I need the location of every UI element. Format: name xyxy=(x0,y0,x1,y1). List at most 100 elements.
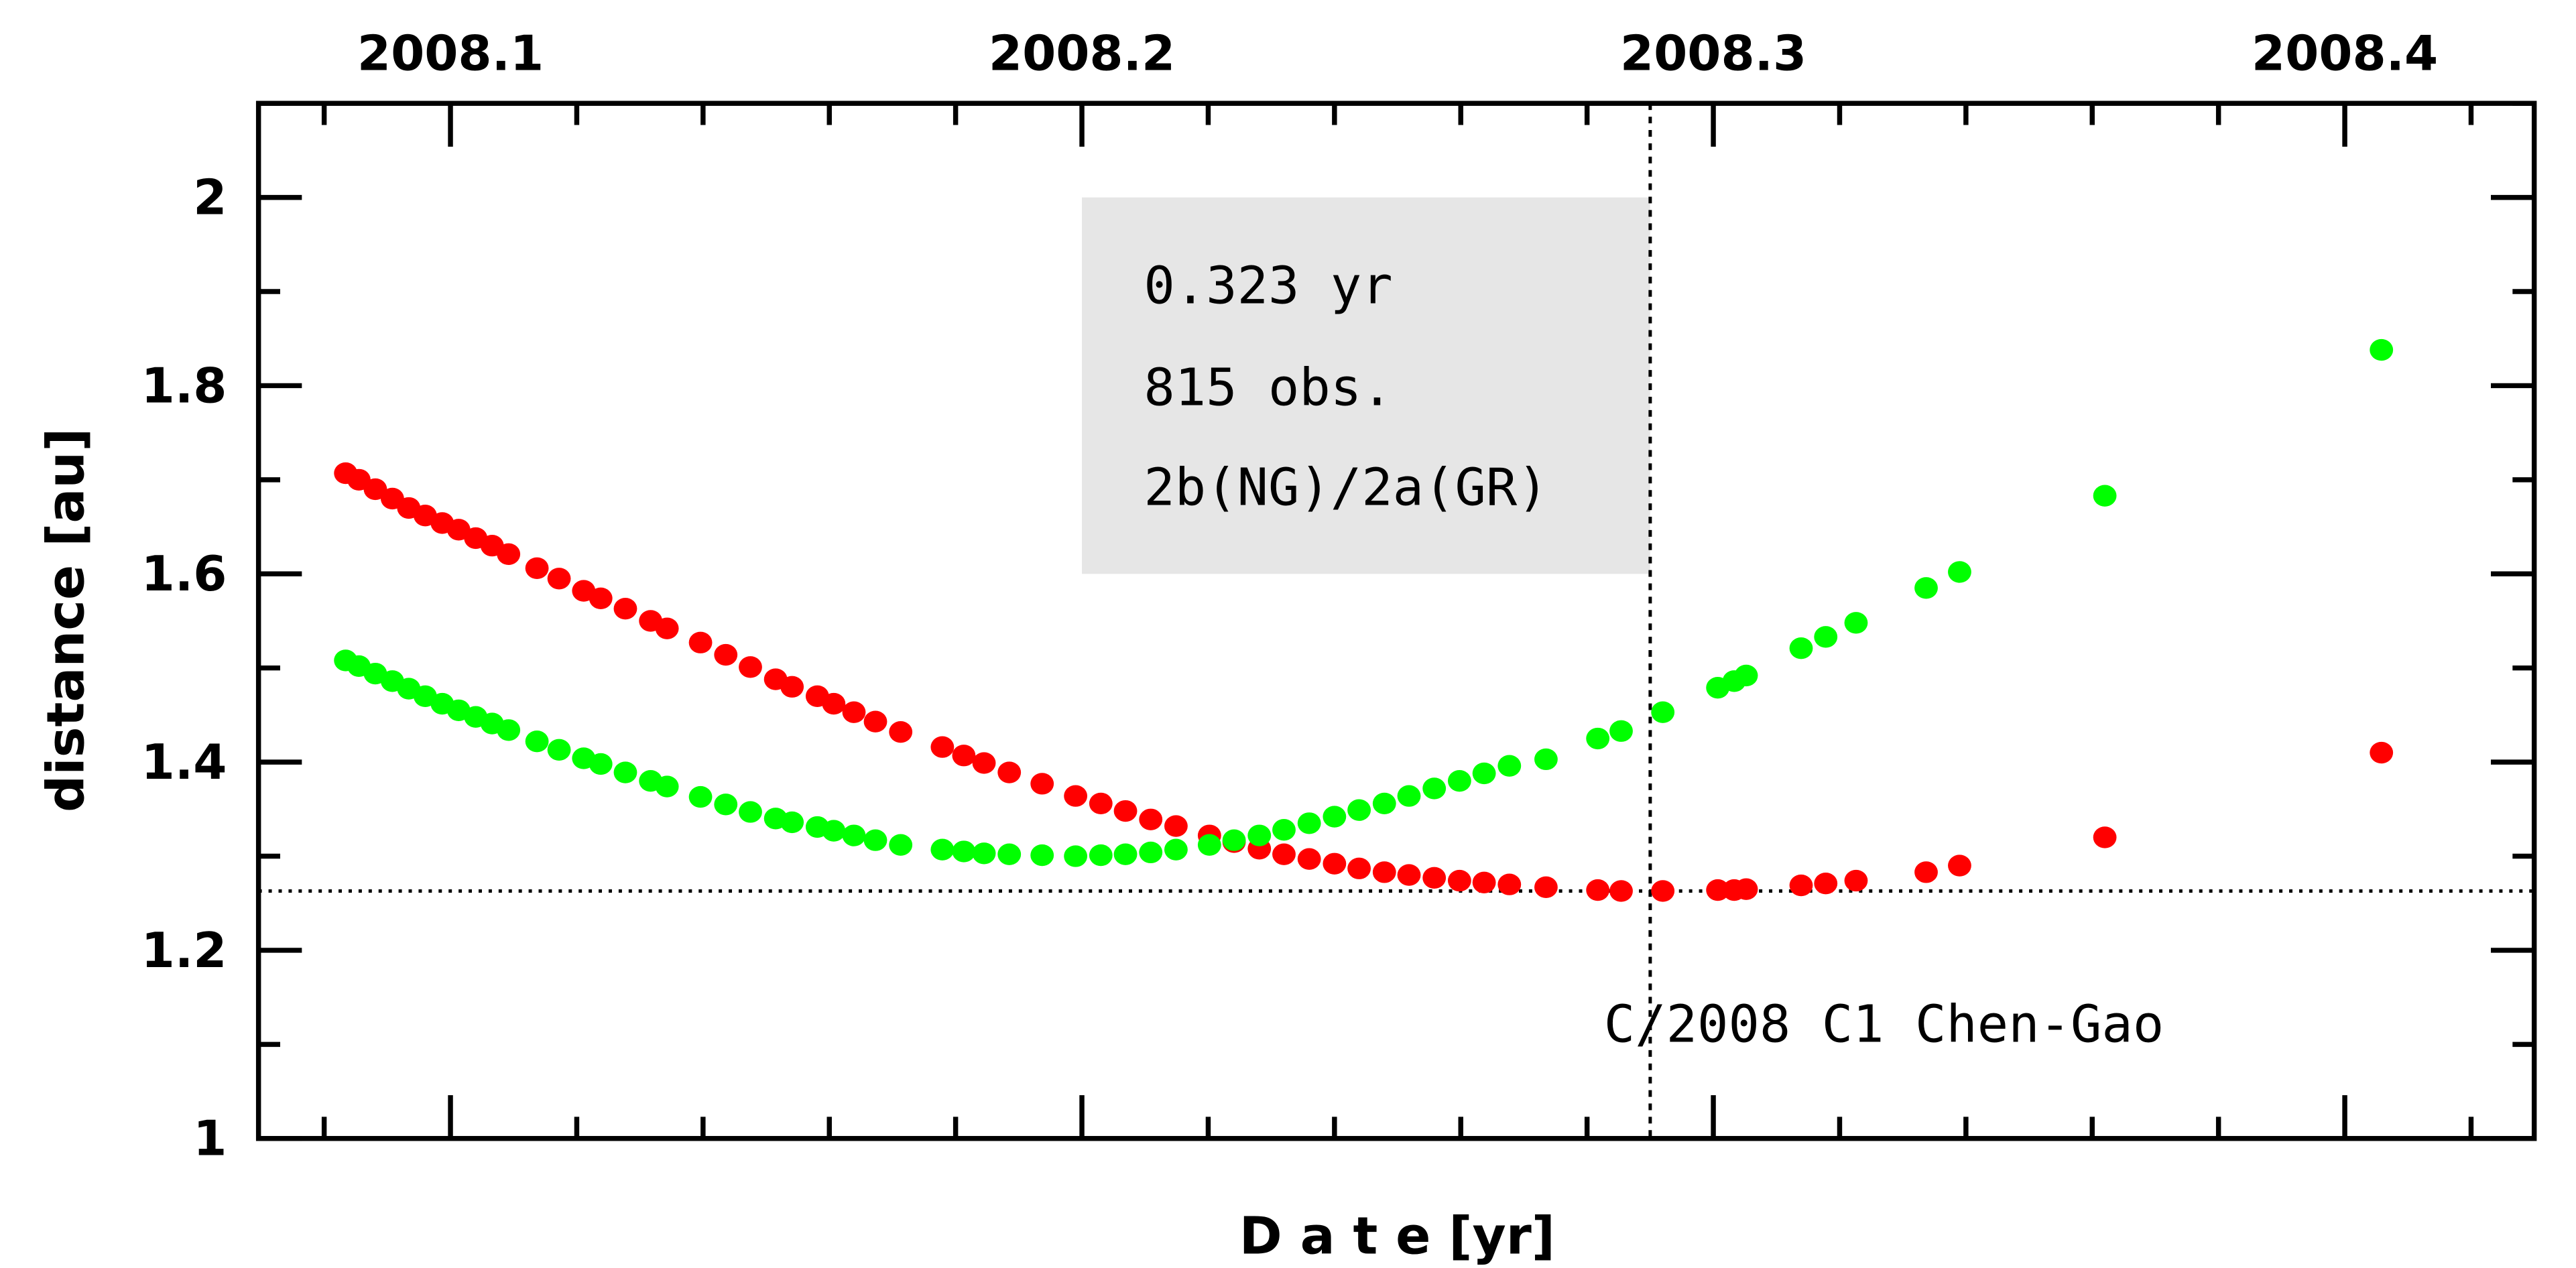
red-data-point xyxy=(497,543,521,565)
red-data-point xyxy=(889,720,913,743)
y-tick-label: 1.6 xyxy=(141,546,227,603)
green-data-point xyxy=(525,731,549,753)
red-data-point xyxy=(1497,873,1522,895)
red-data-point xyxy=(1814,873,1838,895)
green-data-point xyxy=(1089,844,1113,867)
green-data-point xyxy=(1844,612,1868,634)
red-data-point xyxy=(1089,792,1113,815)
red-data-point xyxy=(1706,879,1730,901)
green-data-point xyxy=(1948,561,1971,583)
green-data-point xyxy=(889,834,913,856)
red-data-point xyxy=(446,519,471,541)
red-data-point xyxy=(1272,843,1296,865)
green-data-point xyxy=(1272,819,1296,841)
red-data-point xyxy=(1586,879,1610,901)
green-data-point xyxy=(930,838,955,861)
red-data-point xyxy=(1534,876,1558,899)
green-data-point xyxy=(1347,799,1371,821)
red-data-point xyxy=(952,745,976,767)
green-data-point xyxy=(688,785,713,808)
red-data-point xyxy=(1064,785,1088,807)
red-data-point xyxy=(1347,857,1371,879)
data-points xyxy=(334,338,2394,902)
x-tick-label: 2008.3 xyxy=(1620,25,1806,82)
red-data-point xyxy=(2093,826,2117,848)
green-data-point xyxy=(497,719,521,741)
green-data-point xyxy=(1247,824,1272,846)
red-data-point xyxy=(972,752,996,774)
red-data-point xyxy=(1789,874,1813,897)
red-data-point xyxy=(739,656,762,678)
green-data-point xyxy=(714,794,738,816)
green-data-point xyxy=(1609,720,1633,742)
green-data-point xyxy=(1534,748,1558,771)
red-data-point xyxy=(1323,852,1347,875)
red-data-point xyxy=(1447,869,1471,892)
green-data-point xyxy=(1472,762,1496,785)
red-data-point xyxy=(997,761,1022,783)
green-data-point xyxy=(972,842,996,865)
green-data-point xyxy=(2370,338,2394,361)
annotation-box xyxy=(1082,197,1650,574)
red-data-point xyxy=(1734,878,1758,900)
annotation-line-3: 2b(NG)/2a(GR) xyxy=(1144,458,1548,518)
green-data-point xyxy=(613,761,637,783)
red-data-point xyxy=(1397,864,1421,886)
annotation-line-1: 0.323 yr xyxy=(1144,256,1392,316)
green-data-point xyxy=(1222,829,1246,851)
y-tick-label: 2 xyxy=(193,170,227,226)
annotation-line-2: 815 obs. xyxy=(1144,357,1392,418)
green-data-point xyxy=(2093,485,2117,507)
red-data-point xyxy=(1651,880,1675,902)
red-data-point xyxy=(1422,867,1447,889)
green-data-point xyxy=(1297,812,1321,834)
green-data-point xyxy=(997,843,1022,865)
green-data-point xyxy=(1139,841,1163,864)
red-data-point xyxy=(1914,861,1938,883)
red-data-point xyxy=(525,557,549,580)
red-data-point xyxy=(1372,861,1396,883)
red-data-point xyxy=(863,710,887,733)
red-data-point xyxy=(655,617,679,639)
red-data-point xyxy=(589,587,613,609)
red-data-point xyxy=(1948,854,1971,877)
green-data-point xyxy=(822,820,846,842)
green-data-point xyxy=(655,775,679,798)
green-data-point xyxy=(1447,770,1471,792)
green-data-point xyxy=(1586,727,1610,750)
red-data-point xyxy=(1164,815,1188,837)
y-tick-label: 1.2 xyxy=(141,923,227,979)
y-tick-label: 1 xyxy=(193,1111,227,1167)
green-data-point xyxy=(842,824,866,846)
y-tick-label: 1.4 xyxy=(141,735,227,791)
red-data-point xyxy=(688,631,713,653)
green-data-point xyxy=(1113,843,1138,865)
green-data-point xyxy=(1914,577,1938,599)
green-data-point xyxy=(1734,664,1758,687)
red-data-point xyxy=(1113,800,1138,822)
green-data-point xyxy=(589,753,613,775)
green-data-point xyxy=(739,801,762,823)
green-data-point xyxy=(1397,785,1421,807)
red-data-point xyxy=(2370,741,2394,764)
green-data-point xyxy=(1651,701,1675,723)
green-data-point xyxy=(1030,844,1054,867)
red-data-point xyxy=(1139,808,1163,830)
red-data-point xyxy=(714,643,738,666)
red-data-point xyxy=(1472,871,1496,893)
red-data-point xyxy=(780,676,804,698)
red-data-point xyxy=(1030,773,1054,795)
red-data-point xyxy=(1297,848,1321,870)
red-data-point xyxy=(822,692,846,715)
red-data-point xyxy=(363,478,387,501)
object-label: C/2008 C1 Chen-Gao xyxy=(1604,994,2164,1054)
red-data-point xyxy=(1609,880,1633,902)
green-data-point xyxy=(1814,626,1838,648)
red-data-point xyxy=(930,736,955,758)
x-axis-title: D a t e [yr] xyxy=(1239,1206,1555,1266)
green-data-point xyxy=(1422,777,1447,800)
red-data-point xyxy=(1844,869,1868,892)
x-tick-label: 2008.4 xyxy=(2252,25,2438,82)
green-data-point xyxy=(1789,637,1813,659)
